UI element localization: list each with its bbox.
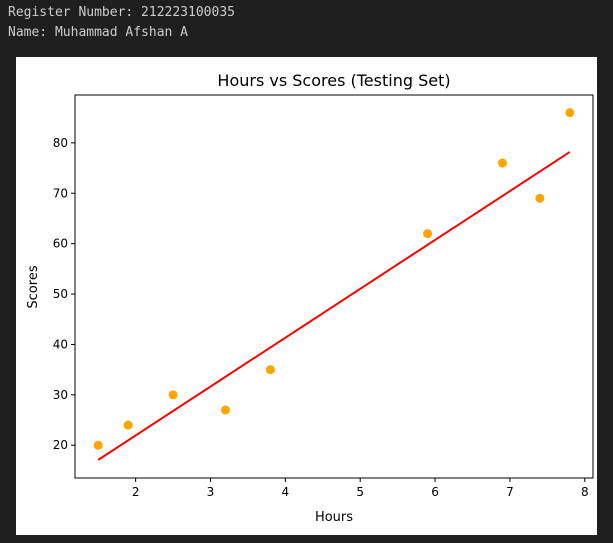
y-tick-label: 50 [53,287,68,301]
y-tick-label: 60 [53,237,68,251]
scatter-point [535,193,545,203]
scatter-point [93,440,103,450]
scatter-point [565,108,575,118]
scatter-point [265,365,275,375]
y-axis-label: Scores [26,265,41,308]
y-tick-label: 30 [53,388,68,402]
x-axis-ticks: 2 3 4 5 6 7 8 [132,478,589,499]
y-tick-label: 40 [53,337,68,351]
x-axis-label: Hours [315,510,353,525]
scatter-point [220,405,230,415]
plot-figure: Hours vs Scores (Testing Set) 2 3 4 5 6 7 8 20… [16,57,597,535]
y-axis-ticks: 20 30 40 50 60 70 80 [53,136,75,452]
x-tick-label: 3 [207,485,215,499]
register-number-line: Register Number: 212223100035 [8,5,235,20]
regression-line [97,151,571,461]
scatter-chart: Hours vs Scores (Testing Set) 2 3 4 5 6 7 8 20… [26,71,594,525]
scatter-point [123,420,133,430]
y-tick-label: 70 [53,186,68,200]
scatter-point [423,229,433,239]
x-tick-label: 8 [581,485,589,499]
x-tick-label: 6 [431,485,439,499]
y-tick-label: 80 [53,136,68,150]
x-tick-label: 2 [132,485,140,499]
plot-area [74,94,594,479]
scatter-point [497,158,507,168]
x-tick-label: 5 [356,485,364,499]
x-tick-label: 4 [282,485,290,499]
stdout-text: Register Number: 212223100035 Name: Muham… [8,3,235,43]
student-name-line: Name: Muhammad Afshan A [8,25,189,40]
chart-marks [93,108,575,461]
chart-title: Hours vs Scores (Testing Set) [217,71,450,90]
y-tick-label: 20 [53,438,68,452]
x-tick-label: 7 [506,485,514,499]
scatter-point [168,390,178,400]
